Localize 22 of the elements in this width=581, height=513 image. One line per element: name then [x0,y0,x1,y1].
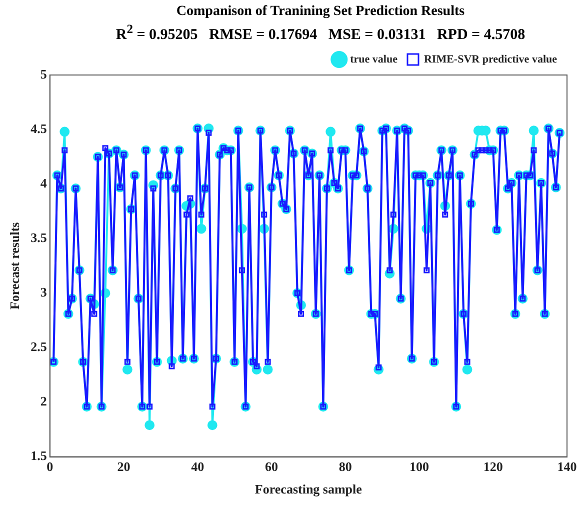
y-tick-label: 2.5 [30,339,48,354]
x-tick-label: 0 [46,458,54,474]
x-tick-label: 40 [191,458,204,474]
y-tick-label: 1.5 [30,448,48,464]
x-tick-label: 60 [264,458,278,474]
x-tick-label: 100 [409,458,429,474]
chart-title: Companison of Tranining Set Prediction Results [175,4,466,20]
legend-label: true value [350,53,398,66]
y-tick-label: 3 [40,284,48,300]
y-tick-label: 4 [40,175,48,190]
y-tick-label: 5 [40,66,48,82]
y-tick-label: 4.5 [30,120,48,136]
y-tick-label: 3.5 [30,230,48,245]
x-axis-title: Forecasting sample [254,482,362,497]
legend-label: RIME-SVR predictive value [424,53,558,66]
x-tick-label: 140 [557,458,577,474]
chart-subtitle: R$^{2}$ = 0.95205 RMSE = 0.17694 MSE = 0.03131 RPD = 4.5708 [114,22,526,44]
y-tick-label: 2 [40,394,47,409]
x-tick-label: 20 [117,458,130,474]
x-tick-label: 120 [483,458,503,474]
x-tick-label: 80 [338,458,352,474]
y-axis-title: Forecast results [7,222,22,310]
